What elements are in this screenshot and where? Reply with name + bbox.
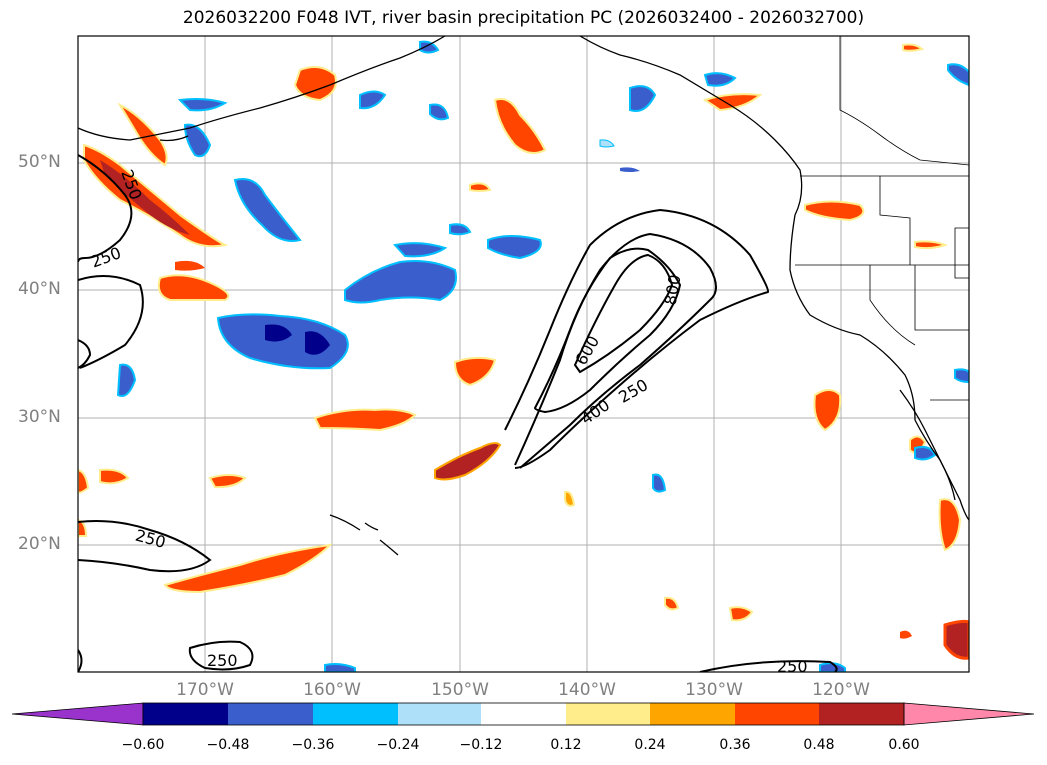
lon-label-140w: 140°W: [558, 680, 616, 700]
negative-anomaly-patches: [116, 40, 969, 672]
lat-label-30n: 30°N: [18, 407, 61, 427]
colorbar-tick-7: 0.24: [634, 737, 666, 753]
colorbar-tick-10: 0.60: [888, 737, 920, 753]
lon-label-150w: 150°W: [431, 680, 489, 700]
colorbar-tick-8: 0.36: [719, 737, 751, 753]
lon-label-170w: 170°W: [176, 680, 234, 700]
contour-label-250-e: 250: [777, 657, 808, 676]
contour-label-250-d: 250: [207, 651, 238, 670]
colorbar-tick-2: −0.48: [206, 737, 250, 753]
lat-label-50n: 50°N: [18, 152, 61, 172]
ivt-contours: [78, 154, 838, 672]
colorbar-tick-1: −0.60: [121, 737, 165, 753]
colorbar-tick-5: −0.12: [459, 737, 503, 753]
colorbar-extend-high: [903, 702, 1035, 726]
colorbar-tick-3: −0.36: [291, 737, 335, 753]
colorbar-extend-low: [11, 702, 144, 726]
positive-anomaly-patches: [78, 43, 969, 660]
political-borders: [795, 36, 969, 401]
lon-label-120w: 120°W: [812, 680, 870, 700]
lat-label-20n: 20°N: [18, 534, 61, 554]
map-title: 2026032200 F048 IVT, river basin precipi…: [182, 8, 865, 28]
plot-frame: [77, 35, 970, 673]
lat-label-40n: 40°N: [18, 279, 61, 299]
lon-label-160w: 160°W: [303, 680, 361, 700]
colorbar-tick-4: −0.24: [376, 737, 420, 753]
colorbar-tick-6: 0.12: [550, 737, 582, 753]
colorbar: [11, 702, 1035, 726]
colorbar-tick-9: 0.48: [803, 737, 835, 753]
coastlines: [78, 36, 969, 556]
lon-label-130w: 130°W: [685, 680, 743, 700]
